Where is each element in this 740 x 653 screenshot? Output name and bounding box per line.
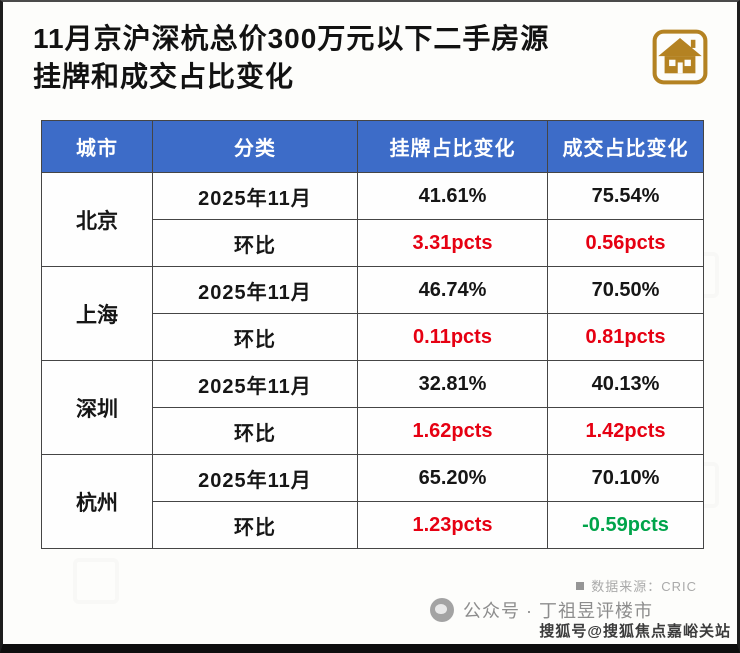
deal-value: 70.50% [547,266,704,314]
city-cell-shenzhen: 深圳 [41,360,153,455]
page-title-line2: 挂牌和成交占比变化 [33,60,295,92]
city-cell-shanghai: 上海 [41,266,153,361]
city-cell-beijing: 北京 [41,172,153,267]
deal-mom-value: 1.42pcts [547,407,704,455]
category-cell: 2025年11月 [152,454,358,502]
listing-value: 32.81% [357,360,548,408]
table-header-row: 城市 分类 挂牌占比变化 成交占比变化 [41,120,704,173]
table-row: 环比 1.62pcts 1.42pcts [42,407,704,455]
deal-value: 75.54% [547,172,704,220]
header-cell-city: 城市 [41,120,153,173]
account-logo-icon [430,598,454,622]
category-cell: 2025年11月 [152,172,358,220]
house-icon [651,28,709,86]
table-row: 北京 2025年11月 41.61% 75.54% [41,172,704,267]
category-cell: 2025年11月 [152,360,358,408]
header-cell-category: 分类 [152,120,358,173]
listing-value: 41.61% [357,172,548,220]
deal-mom-value: -0.59pcts [547,501,704,549]
listing-mom-value: 3.31pcts [357,219,548,267]
listing-mom-value: 0.11pcts [357,313,548,361]
account-line: 公众号 · 丁祖昱评楼市 [430,597,653,623]
table-row: 深圳 2025年11月 32.81% 40.13% [41,360,704,455]
deal-value: 40.13% [547,360,704,408]
table-row: 环比 1.23pcts -0.59pcts [42,501,704,549]
page-title-line1: 11月京沪深杭总价300万元以下二手房源 [33,23,550,54]
deal-value: 70.10% [547,454,704,502]
table-row: 杭州 2025年11月 65.20% 70.10% [41,454,704,549]
data-source: 数据来源：CRIC [576,576,697,595]
sohu-watermark: 搜狐号@搜狐焦点嘉峪关站 [539,623,731,640]
category-cell: 环比 [152,407,358,455]
data-source-text: 数据来源：CRIC [591,579,697,594]
table-row: 环比 0.11pcts 0.81pcts [42,313,704,361]
account-name: 公众号 · 丁祖昱评楼市 [463,601,653,621]
category-cell: 2025年11月 [152,266,358,314]
listing-mom-value: 1.62pcts [357,407,548,455]
table-row: 上海 2025年11月 46.74% 70.50% [41,266,704,361]
deal-mom-value: 0.56pcts [547,219,704,267]
listing-value: 46.74% [357,266,548,314]
header-cell-deal-change: 成交占比变化 [547,120,704,173]
category-cell: 环比 [152,313,358,361]
watermark-stamp [73,558,119,604]
data-table: 城市 分类 挂牌占比变化 成交占比变化 北京 2025年11月 41.61% 7… [41,120,704,549]
category-cell: 环比 [152,501,358,549]
source-bullet-icon [576,581,585,590]
city-cell-hangzhou: 杭州 [41,454,153,549]
deal-mom-value: 0.81pcts [547,313,704,361]
listing-value: 65.20% [357,454,548,502]
table-row: 环比 3.31pcts 0.56pcts [42,219,704,267]
header-cell-listing-change: 挂牌占比变化 [357,120,548,173]
listing-mom-value: 1.23pcts [357,501,548,549]
page-title: 11月京沪深杭总价300万元以下二手房源 挂牌和成交占比变化 [33,20,549,95]
category-cell: 环比 [152,219,358,267]
